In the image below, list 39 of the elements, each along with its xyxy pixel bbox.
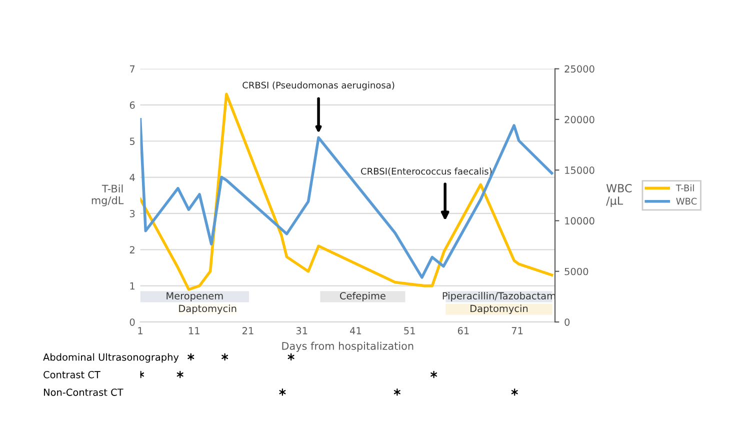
band-label: Piperacillin/Tazobactam bbox=[442, 292, 556, 302]
y-tick-label: 7 bbox=[130, 65, 135, 72]
y-tick-label: 4 bbox=[130, 174, 135, 181]
band-label: Daptomycin bbox=[470, 304, 528, 314]
y-tick-label: 5 bbox=[130, 138, 135, 145]
band-label: Daptomycin bbox=[179, 304, 236, 314]
line-series bbox=[140, 118, 554, 279]
band-label: Cefepime bbox=[340, 292, 386, 302]
x-tick-label: 1 bbox=[138, 327, 142, 334]
legend-label: T-Bil bbox=[676, 184, 694, 192]
x-axis-title: Days from hospitalization bbox=[282, 342, 414, 352]
y-tick-label: Contrast CT bbox=[44, 371, 100, 378]
x-tick-label: 11 bbox=[188, 327, 200, 334]
y2-tick-label: 20000 bbox=[564, 116, 594, 124]
band-label: Meropenem bbox=[166, 292, 223, 302]
x-tick-label: 61 bbox=[458, 327, 469, 334]
y2-tick-label: 10000 bbox=[565, 217, 594, 225]
y-tick-label: Non-Contrast CT bbox=[44, 388, 124, 396]
x-tick-label: 21 bbox=[242, 327, 254, 334]
y-tick-label: 1 bbox=[130, 282, 134, 290]
x-tick-label: 31 bbox=[296, 327, 308, 334]
y-tick-label: 6 bbox=[130, 101, 135, 109]
x-tick-label: 41 bbox=[350, 327, 361, 334]
y-axis-title: T-Bil mg/dL bbox=[92, 184, 124, 206]
y2-tick-label: 25000 bbox=[564, 65, 594, 73]
y-tick-label: Abdominal Ultrasonography bbox=[43, 353, 179, 363]
y2-tick-label: 15000 bbox=[565, 166, 594, 174]
y2-axis-title: WBC /μL bbox=[606, 184, 632, 207]
annotation: CRBSI(Enterococcus faecalis) bbox=[361, 168, 492, 176]
y2-tick-label: 0 bbox=[564, 318, 570, 326]
legend-label: WBC bbox=[676, 198, 697, 205]
line-series bbox=[140, 92, 554, 291]
annotation: CRBSI (Pseudomonas aeruginosa) bbox=[242, 82, 394, 90]
y-tick-label: 2 bbox=[130, 246, 134, 254]
y2-tick-label: 5000 bbox=[564, 268, 588, 276]
x-tick-label: 71 bbox=[512, 327, 523, 334]
y-tick-label: 3 bbox=[130, 210, 135, 218]
x-tick-label: 51 bbox=[404, 327, 415, 334]
y-tick-label: 0 bbox=[130, 318, 135, 326]
